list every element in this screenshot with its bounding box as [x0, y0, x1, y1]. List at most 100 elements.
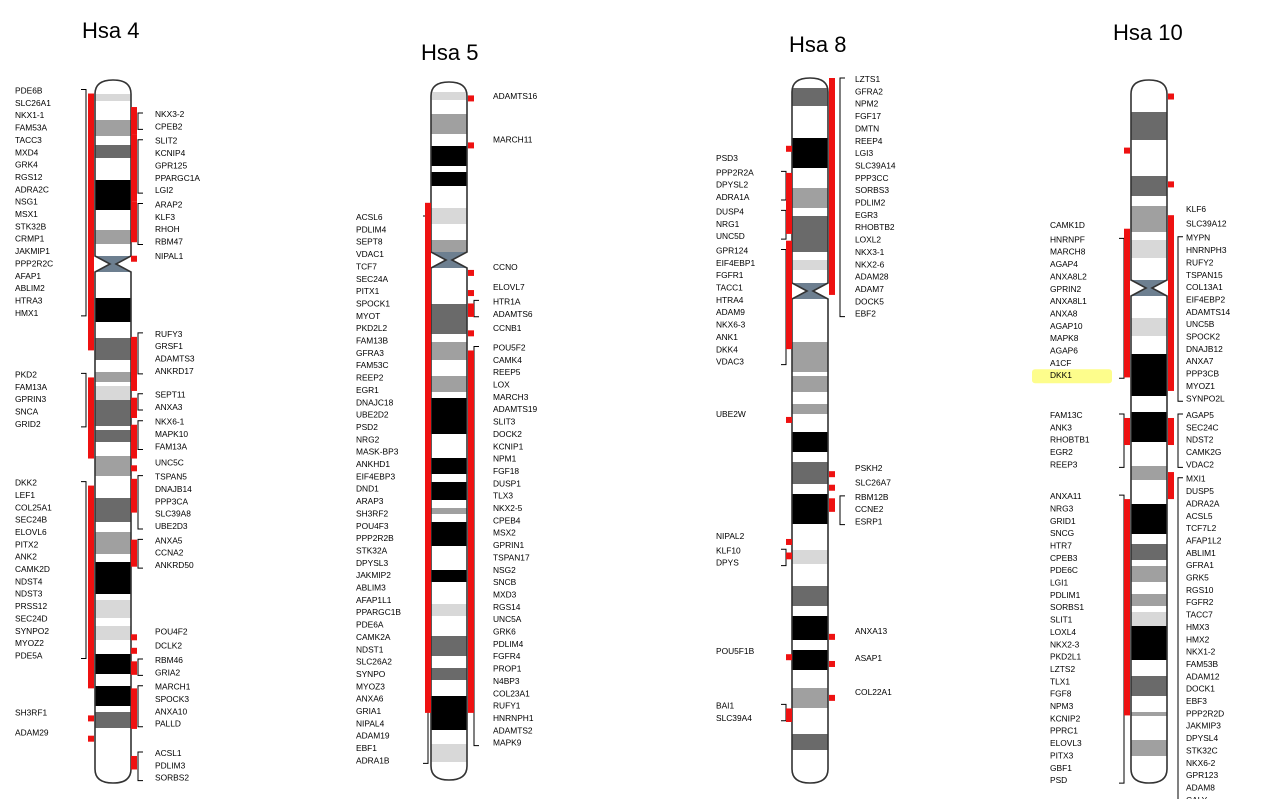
gene-label: ANXA6: [356, 694, 384, 704]
band: [792, 650, 828, 670]
gene-label: MASK-BP3: [356, 447, 399, 457]
gene-label: CPEB2: [155, 121, 183, 131]
gene-bracket: [137, 538, 143, 569]
synteny-marker: [1168, 215, 1174, 391]
gene-bracket: [137, 420, 143, 450]
synteny-marker: [131, 107, 137, 135]
band: [792, 342, 828, 372]
gene-label: NKX6-3: [716, 320, 746, 330]
chromosome-outline: [791, 77, 829, 784]
band: [431, 208, 467, 224]
gene-group: TSPAN5 DNAJB14 PPP3CA SLC39A8 UBE2D3: [131, 472, 192, 531]
synteny-marker: [425, 202, 431, 713]
synteny-marker: [786, 416, 792, 423]
gene-label: NIPAL2: [716, 531, 745, 541]
gene-group: CCNB1: [468, 323, 522, 337]
gene-label: NKX1-1: [15, 110, 45, 120]
band: [431, 114, 467, 134]
gene-label: POU4F3: [356, 521, 389, 531]
gene-label: JAKMIP1: [15, 246, 50, 256]
gene-label: GPR123: [1186, 770, 1218, 780]
gene-label: ANK2: [15, 552, 37, 562]
gene-group: COL22A1: [829, 687, 892, 701]
chromosome-1: [430, 81, 468, 781]
gene-label: SEC24B: [15, 515, 48, 525]
gene-label: MARCH3: [493, 392, 529, 402]
gene-label: FAM53B: [1186, 659, 1219, 669]
gene-group: ANXA5 CCNA2 ANKRD50: [131, 535, 194, 570]
gene-label: FAM53A: [15, 123, 48, 133]
gene-label: PSKH2: [855, 463, 883, 473]
gene-group: LZTS1 GFRA2 NPM2 FGF17 DMTN REEP4 LGI3 SLC39A14…: [829, 74, 896, 319]
gene-group: POU4F2: [131, 626, 188, 641]
gene-label: ANXA11: [1050, 491, 1082, 501]
gene-label: SYNPO2: [15, 626, 49, 636]
gene-bracket: [839, 77, 845, 318]
gene-group: SH3RF1: [15, 707, 94, 722]
gene-label: EIF4EBP2: [1186, 294, 1225, 304]
gene-bracket: [1177, 236, 1183, 402]
gene-label: LEF1: [15, 490, 35, 500]
gene-label: PDE5A: [15, 650, 43, 660]
gene-label: FGFR2: [1186, 597, 1214, 607]
gene-label: EIF4EBP3: [356, 471, 395, 481]
gene-label: PPARGC1B: [356, 607, 401, 617]
gene-label: MSX2: [493, 528, 516, 538]
gene-group: ARAP2 KLF3 RHOH RBM47: [131, 199, 183, 247]
band: [95, 600, 131, 618]
synteny-marker: [131, 661, 137, 675]
band: [1131, 626, 1167, 660]
gene-label: ANKRD50: [155, 560, 194, 570]
gene-label: KLF10: [716, 545, 741, 555]
gene-label: ADAM28: [855, 272, 889, 282]
gene-label: FAM13B: [356, 336, 389, 346]
band: [431, 522, 467, 546]
gene-label: LOX: [493, 380, 510, 390]
gene-label: ASAP1: [855, 653, 882, 663]
gene-label: FAM13A: [15, 382, 48, 392]
band: [792, 138, 828, 168]
gene-label: SLIT1: [1050, 615, 1073, 625]
gene-bracket: [137, 685, 143, 728]
band: [431, 458, 467, 474]
chromosome-2: [791, 77, 829, 784]
gene-bracket: [1119, 494, 1125, 784]
gene-label: ADAM9: [716, 307, 745, 317]
gene-group: CCNO: [468, 262, 518, 276]
gene-label: GPRIN3: [15, 394, 47, 404]
gene-label: SYNPO: [356, 669, 386, 679]
gene-bracket: [781, 170, 787, 201]
gene-group: NIPAL2: [716, 531, 792, 545]
gene-label: REEP3: [1050, 459, 1078, 469]
gene-label: NKX6-2: [1186, 758, 1216, 768]
gene-group: HTR1A ADAMTS6: [468, 296, 533, 319]
gene-label: CCNO: [493, 262, 518, 272]
gene-label: GFRA1: [1186, 560, 1214, 570]
gene-label: HNRNPH3: [1186, 245, 1227, 255]
gene-label: ADAM19: [356, 731, 390, 741]
band: [95, 372, 131, 382]
band: [1131, 176, 1167, 196]
highlight-box: [1032, 369, 1112, 384]
gene-label: DPYSL2: [716, 180, 748, 190]
gene-group: BAI1 SLC39A4: [716, 700, 792, 723]
synteny-marker: [131, 539, 137, 567]
band: [431, 304, 467, 320]
gene-label: POU5F1B: [716, 646, 755, 656]
gene-label: REEP5: [493, 367, 521, 377]
gene-label: NKX3-1: [855, 247, 885, 257]
gene-label: AGAP6: [1050, 346, 1078, 356]
gene-bracket: [137, 332, 143, 375]
gene-label: SNCB: [493, 577, 517, 587]
gene-label: AFAP1L1: [356, 595, 392, 605]
gene-label: COL22A1: [855, 687, 892, 697]
synteny-marker: [131, 134, 137, 202]
gene-label: ADRA2C: [15, 184, 49, 194]
gene-label: SORBS3: [855, 185, 889, 195]
band: [1131, 412, 1167, 442]
gene-label: DCLK2: [155, 641, 182, 651]
gene-label: RBM12B: [855, 492, 889, 502]
gene-group: GPR124 EIF4EBP1 FGFR1 TACC1 HTRA4 ADAM9 NKX6-3…: [716, 240, 792, 367]
gene-label: FAM13A: [155, 441, 188, 451]
